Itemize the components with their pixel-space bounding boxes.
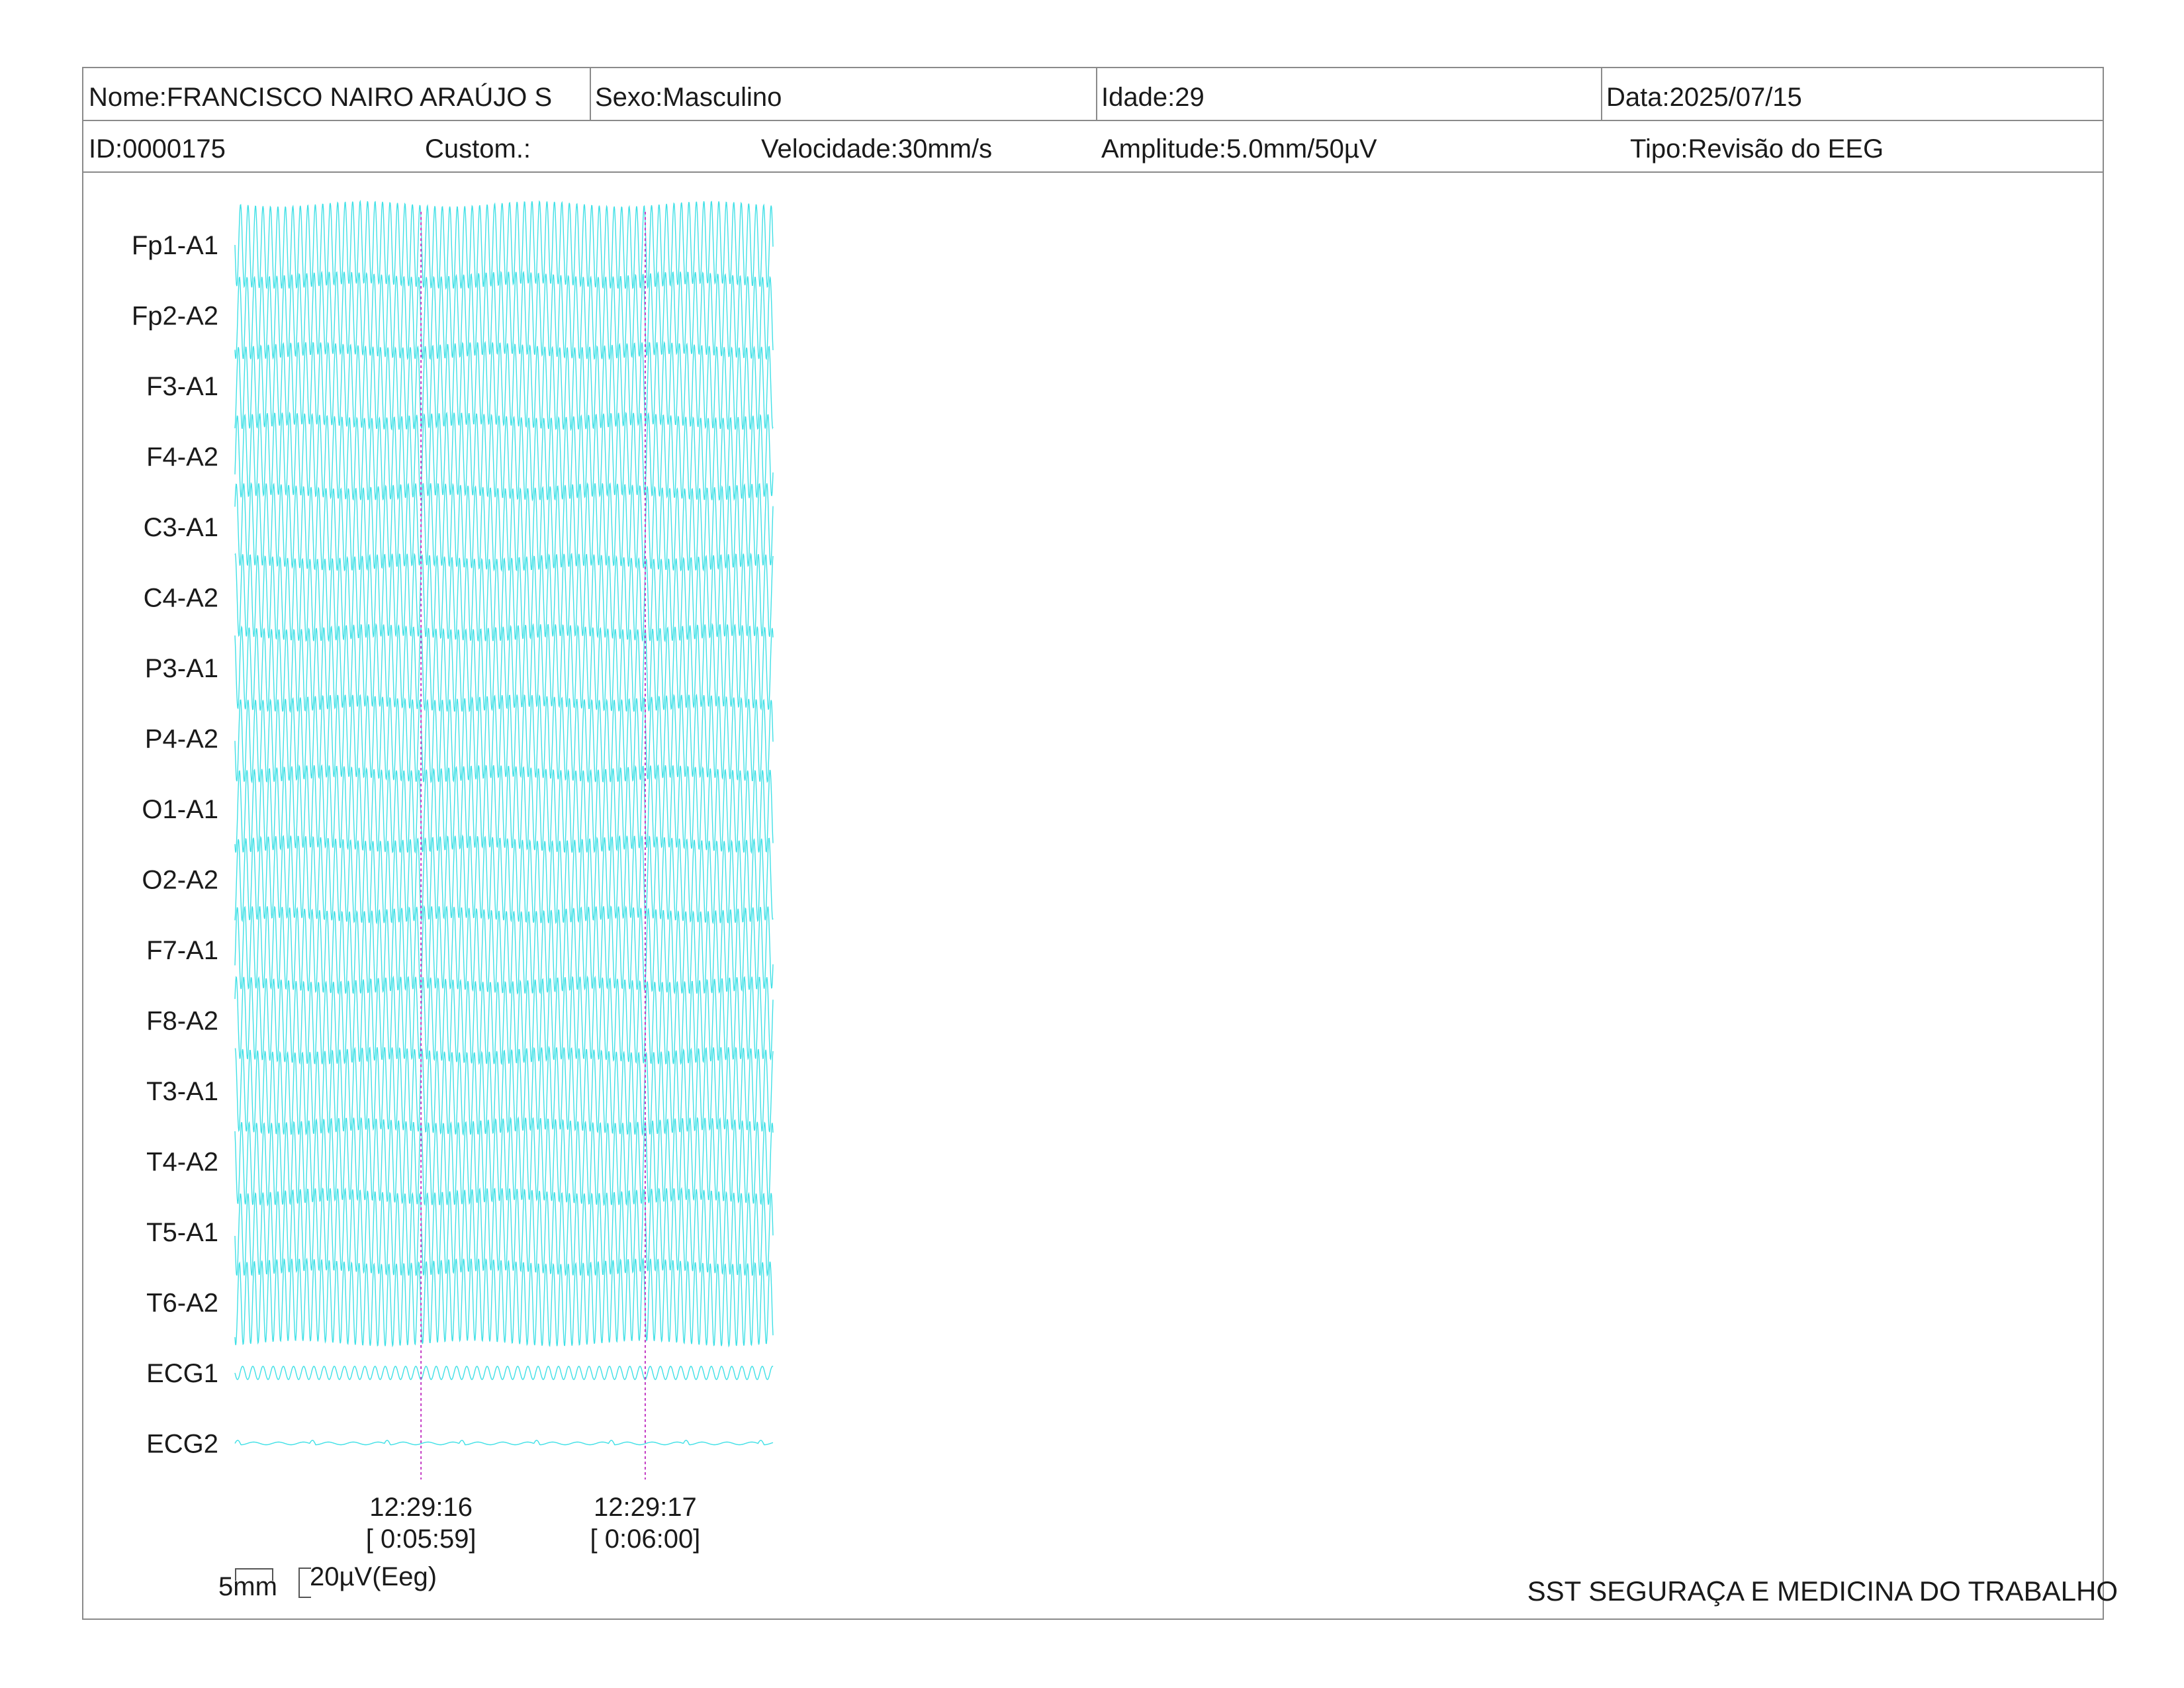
time-scale-bar — [235, 1568, 273, 1581]
trace-p4-a2 — [234, 693, 774, 784]
trace-fp2-a2 — [234, 270, 774, 361]
trace-f8-a2 — [234, 975, 774, 1066]
header-divider — [83, 120, 2103, 121]
trace-ecg1 — [234, 1366, 774, 1380]
channel-label-c4-a2: C4-A2 — [144, 584, 218, 613]
trace-c4-a2 — [234, 552, 774, 643]
channel-label-p4-a2: P4-A2 — [145, 725, 218, 754]
trace-t3-a1 — [234, 1045, 774, 1137]
channel-label-t3-a1: T3-A1 — [146, 1077, 218, 1106]
trace-f3-a1 — [234, 340, 774, 432]
channel-label-f7-a1: F7-A1 — [146, 936, 218, 965]
exam-date: Data:2025/07/15 — [1606, 83, 1802, 112]
header-cell-divider — [1096, 68, 1097, 120]
channel-label-t4-a2: T4-A2 — [146, 1148, 218, 1177]
trace-t4-a2 — [234, 1116, 774, 1207]
trace-c3-a1 — [234, 482, 774, 573]
time-scale-label: 5mm — [218, 1572, 277, 1601]
header-cell-divider — [1601, 68, 1602, 120]
patient-sex: Sexo:Masculino — [595, 83, 782, 112]
channel-label-o1-a1: O1-A1 — [142, 795, 218, 824]
trace-o1-a1 — [234, 764, 774, 855]
header-cell-divider — [590, 68, 591, 120]
channel-label-p3-a1: P3-A1 — [145, 654, 218, 683]
trace-p3-a1 — [234, 622, 774, 714]
trace-f4-a2 — [234, 411, 774, 502]
channel-label-o2-a2: O2-A2 — [142, 866, 218, 895]
company-name: SST SEGURAÇA E MEDICINA DO TRABALHO — [1527, 1575, 2118, 1607]
patient-age: Idade:29 — [1101, 83, 1205, 112]
trace-t6-a2 — [234, 1257, 774, 1348]
trace-o2-a2 — [234, 834, 774, 925]
channel-label-t6-a2: T6-A2 — [146, 1289, 218, 1318]
trace-ecg2 — [234, 1440, 774, 1446]
channel-label-c3-a1: C3-A1 — [144, 513, 218, 542]
time-marker-clock: 12:29:16 — [369, 1493, 473, 1522]
amplitude-scale-label: 20µV(Eeg) — [310, 1562, 437, 1591]
paper-speed: Velocidade:30mm/s — [761, 134, 993, 164]
custom-field: Custom.: — [425, 134, 531, 164]
patient-name: Nome:FRANCISCO NAIRO ARAÚJO S — [89, 83, 553, 112]
time-marker-elapsed: [ 0:05:59] — [366, 1524, 477, 1554]
channel-label-f4-a2: F4-A2 — [146, 443, 218, 472]
time-marker-elapsed: [ 0:06:00] — [590, 1524, 701, 1554]
trace-f7-a1 — [234, 905, 774, 995]
amplitude-scale-bar — [298, 1568, 311, 1598]
channel-label-f8-a2: F8-A2 — [146, 1007, 218, 1036]
channel-label-f3-a1: F3-A1 — [146, 372, 218, 401]
channel-label-fp1-a1: Fp1-A1 — [132, 231, 218, 260]
channel-label-fp2-a2: Fp2-A2 — [132, 302, 218, 331]
report-frame: Nome:FRANCISCO NAIRO ARAÚJO S Sexo:Mascu… — [82, 67, 2104, 1620]
trace-fp1-a1 — [234, 199, 774, 291]
trace-t5-a1 — [234, 1187, 774, 1277]
time-marker-clock: 12:29:17 — [594, 1493, 697, 1522]
channel-label-ecg2: ECG2 — [146, 1430, 218, 1459]
patient-id: ID:0000175 — [89, 134, 226, 164]
amplitude-setting: Amplitude:5.0mm/50µV — [1101, 134, 1377, 164]
channel-label-ecg1: ECG1 — [146, 1359, 218, 1388]
record-type: Tipo:Revisão do EEG — [1630, 134, 1884, 164]
header-bottom-border — [83, 171, 2103, 173]
channel-label-t5-a1: T5-A1 — [146, 1218, 218, 1247]
